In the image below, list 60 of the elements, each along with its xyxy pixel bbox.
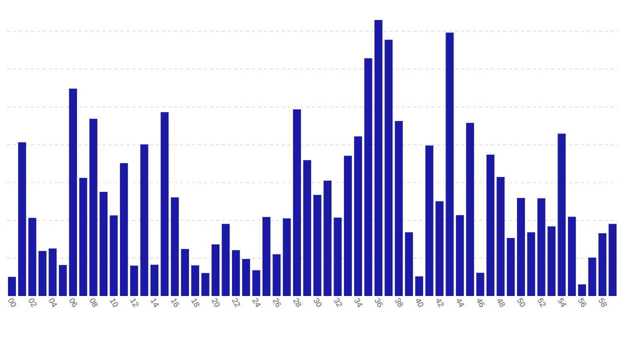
bar [201,273,210,296]
bar [150,264,158,296]
bar [527,232,536,296]
bar [282,218,291,296]
bar [222,224,230,296]
bar [191,265,200,296]
bar [140,144,148,296]
bar [293,109,301,296]
bar [89,118,98,296]
bar [476,272,484,296]
bar [324,180,332,296]
bar [394,121,403,296]
bar [252,270,260,296]
bar [170,198,179,296]
bar [568,216,576,296]
bar [374,20,382,296]
bar [212,244,220,296]
bar [405,232,413,296]
bar [598,233,606,296]
bar [58,265,67,296]
bar [8,277,16,296]
bar [48,248,57,296]
bar [506,238,515,296]
bar [28,218,36,296]
bar [456,215,464,296]
bar [486,154,494,296]
bar [588,258,596,296]
bar [38,251,46,296]
bar [548,226,556,296]
bar [537,198,546,296]
bar [517,198,525,296]
bar [578,284,586,296]
bar [313,195,322,296]
bar [100,192,108,296]
bar [130,266,138,296]
bar [496,177,505,296]
bar [18,142,26,296]
bar [446,32,454,296]
bar [384,40,393,296]
bar [436,201,444,296]
bar [354,136,362,296]
bar [425,146,434,296]
bar [303,160,312,296]
bar [364,58,372,296]
bar [558,134,566,296]
bar [160,112,169,296]
bar [334,218,342,296]
bar [344,156,352,296]
bar [181,249,189,296]
bar [262,217,270,296]
bar [608,224,617,296]
bar [242,259,250,296]
bar [69,88,77,296]
bar [415,276,424,296]
bar [466,122,474,296]
bar [232,250,240,296]
bar [79,178,88,296]
bar [272,254,281,296]
bar [120,163,128,296]
bar [110,215,118,296]
